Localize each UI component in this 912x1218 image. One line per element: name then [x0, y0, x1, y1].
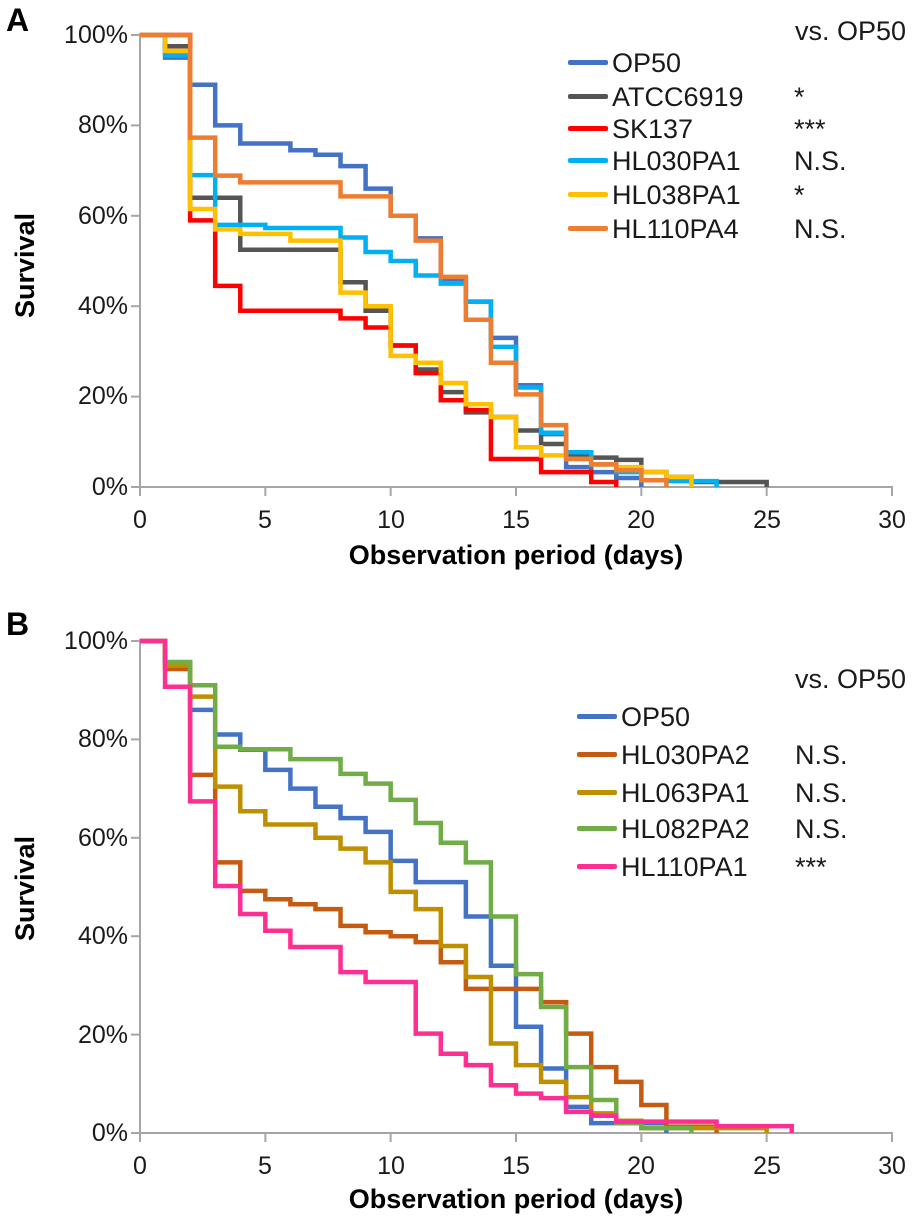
legend-swatch-hl038pa1	[568, 192, 608, 197]
legend-item-hl038pa1: HL038PA1 *	[568, 180, 908, 210]
legend-label: OP50	[621, 702, 691, 732]
panel-a-ytick-60: 60%	[77, 202, 128, 230]
legend-significance: N.S.	[794, 214, 847, 244]
panel-b-xtick-30: 30	[878, 1152, 906, 1180]
panel-b-ytick-60: 60%	[77, 824, 128, 852]
panel-b-xtick-5: 5	[258, 1152, 272, 1180]
panel-a-xtick-10: 10	[377, 506, 405, 534]
legend-significance: N.S.	[795, 778, 848, 808]
legend-significance: *	[794, 82, 805, 112]
legend-item-op50-b: OP50	[577, 702, 907, 732]
legend-swatch-hl030pa2	[577, 752, 617, 757]
legend-swatch-hl110pa1	[577, 864, 617, 869]
legend-item-hl030pa2: HL030PA2 N.S.	[577, 740, 907, 770]
panel-a-xlabel: Observation period (days)	[348, 540, 684, 570]
panel-b-xtick-25: 25	[753, 1152, 781, 1180]
panel-a-letter: A	[6, 2, 30, 38]
legend-item-hl030pa1: HL030PA1 N.S.	[568, 146, 908, 176]
legend-item-sk137: SK137 ***	[568, 114, 908, 144]
panel-b-ytick-40: 40%	[77, 922, 128, 950]
legend-label: HL110PA1	[621, 852, 748, 882]
panel-b-ytick-0: 0%	[91, 1119, 128, 1147]
panel-a-xtick-30: 30	[878, 506, 906, 534]
legend-swatch-hl030pa1	[568, 158, 608, 163]
panel-a-ylabel: Survival	[10, 212, 40, 318]
legend-significance: *	[794, 180, 805, 210]
panel-b-xtick-10: 10	[377, 1152, 405, 1180]
legend-label: SK137	[612, 114, 694, 144]
panel-b-xtick-20: 20	[627, 1152, 655, 1180]
panel-b-xtick-0: 0	[133, 1152, 147, 1180]
legend-label: HL030PA1	[612, 146, 741, 176]
panel-b-ytick-100: 100%	[64, 627, 128, 655]
panel-b-xtick-15: 15	[502, 1152, 530, 1180]
legend-label: HL110PA4	[612, 214, 739, 244]
panel-b-letter: B	[6, 606, 30, 642]
panel-a-xtick-20: 20	[627, 506, 655, 534]
panel-a-xtick-25: 25	[753, 506, 781, 534]
legend-label: HL030PA2	[621, 740, 750, 770]
panel-b-ytick-20: 20%	[77, 1021, 128, 1049]
panel-a-legend-header: vs. OP50	[795, 16, 907, 46]
legend-label: HL063PA1	[621, 778, 750, 808]
legend-item-atcc6919: ATCC6919 *	[568, 82, 908, 112]
legend-significance: ***	[795, 852, 827, 882]
legend-label: ATCC6919	[612, 82, 744, 112]
panel-a-xtick-0: 0	[133, 506, 147, 534]
legend-swatch-op50-b	[577, 714, 617, 719]
panel-a-ytick-100: 100%	[64, 21, 128, 49]
legend-item-hl082pa2: HL082PA2 N.S.	[577, 814, 907, 844]
legend-swatch-hl082pa2	[577, 826, 617, 831]
legend-significance: N.S.	[795, 814, 848, 844]
legend-swatch-hl110pa4	[568, 226, 608, 231]
legend-significance: N.S.	[795, 740, 848, 770]
panel-b-legend-header: vs. OP50	[795, 664, 907, 694]
legend-significance: N.S.	[794, 146, 847, 176]
panel-a-ytick-40: 40%	[77, 292, 128, 320]
legend-item-hl110pa1: HL110PA1 ***	[577, 852, 907, 882]
legend-label: HL082PA2	[621, 814, 750, 844]
legend-swatch-sk137	[568, 126, 608, 131]
panel-a-ytick-20: 20%	[77, 382, 128, 410]
legend-significance: ***	[794, 114, 826, 144]
panel-b-ylabel: Survival	[10, 835, 40, 941]
panel-b-xlabel: Observation period (days)	[348, 1184, 684, 1214]
legend-swatch-op50	[568, 60, 608, 65]
panel-a-xtick-5: 5	[258, 506, 272, 534]
panel-a-ytick-80: 80%	[77, 111, 128, 139]
legend-item-op50: OP50	[568, 48, 908, 78]
legend-item-hl110pa4: HL110PA4 N.S.	[568, 214, 908, 244]
panel-b-ytick-80: 80%	[77, 725, 128, 753]
panel-a-ytick-0: 0%	[91, 473, 128, 501]
legend-swatch-atcc6919	[568, 94, 608, 99]
legend-swatch-hl063pa1	[577, 790, 617, 795]
legend-label: OP50	[612, 48, 682, 78]
legend-item-hl063pa1: HL063PA1 N.S.	[577, 778, 907, 808]
panel-a-xtick-15: 15	[502, 506, 530, 534]
legend-label: HL038PA1	[612, 180, 741, 210]
